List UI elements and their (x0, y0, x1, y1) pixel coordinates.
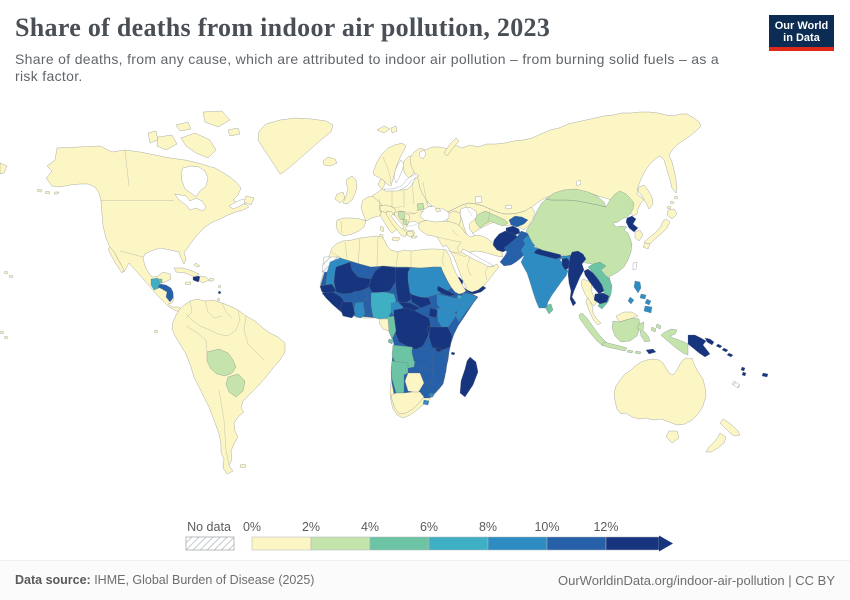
svg-text:No data: No data (187, 520, 231, 534)
svg-text:8%: 8% (479, 520, 497, 534)
svg-text:12%: 12% (593, 520, 618, 534)
svg-text:0%: 0% (243, 520, 261, 534)
svg-text:4%: 4% (361, 520, 379, 534)
svg-text:6%: 6% (420, 520, 438, 534)
svg-text:2%: 2% (302, 520, 320, 534)
svg-text:10%: 10% (534, 520, 559, 534)
